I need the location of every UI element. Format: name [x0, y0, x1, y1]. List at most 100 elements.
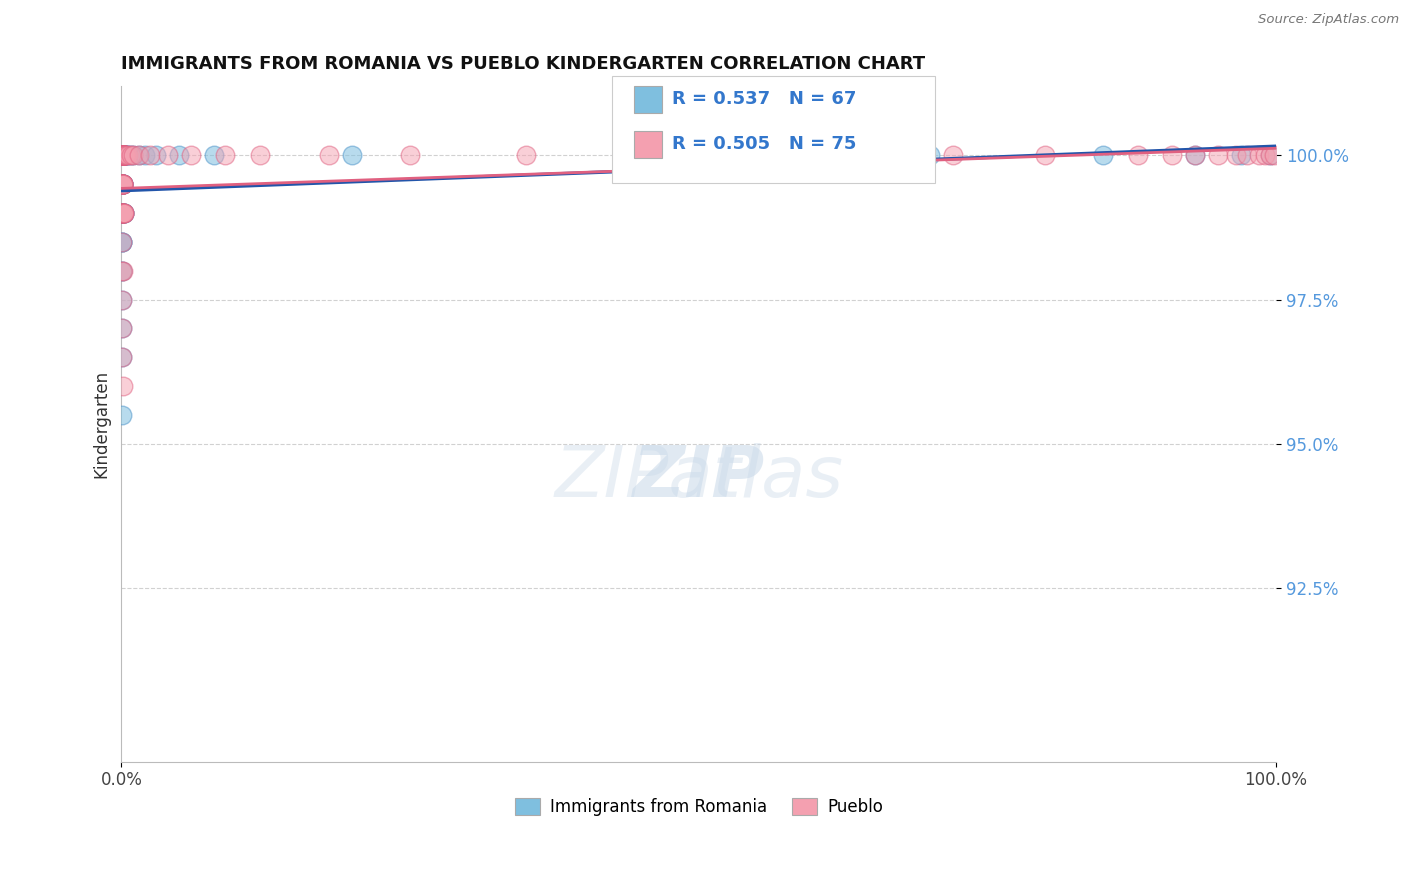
Point: [122, 148, 145, 162]
Point: [111, 293, 134, 307]
Point: [111, 206, 134, 220]
Point: [111, 206, 134, 220]
Point: [1161, 148, 1184, 162]
Point: [134, 148, 156, 162]
Point: [399, 148, 422, 162]
Point: [111, 206, 134, 220]
Point: [111, 177, 134, 191]
Point: [111, 351, 134, 365]
Point: [111, 148, 134, 162]
Point: [112, 148, 135, 162]
Point: [114, 148, 136, 162]
Point: [630, 148, 652, 162]
Point: [1033, 148, 1056, 162]
Point: [111, 148, 134, 162]
Point: [112, 177, 135, 191]
Point: [111, 177, 134, 191]
Point: [112, 206, 135, 220]
Point: [111, 148, 134, 162]
Point: [145, 148, 167, 162]
Point: [111, 206, 134, 220]
Point: [120, 148, 142, 162]
Point: [1225, 148, 1247, 162]
Point: [111, 177, 134, 191]
Point: [1260, 148, 1282, 162]
Point: [918, 148, 941, 162]
Point: [111, 206, 134, 220]
Point: [167, 148, 190, 162]
Point: [1184, 148, 1206, 162]
Text: R = 0.505   N = 75: R = 0.505 N = 75: [672, 136, 856, 153]
Point: [112, 148, 135, 162]
Point: [249, 148, 271, 162]
Point: [112, 148, 135, 162]
Point: [111, 177, 134, 191]
Point: [112, 177, 135, 191]
Point: [111, 206, 134, 220]
Point: [942, 148, 965, 162]
Point: [111, 177, 134, 191]
Point: [114, 148, 136, 162]
Point: [112, 148, 135, 162]
Point: [1236, 148, 1258, 162]
Point: [111, 177, 134, 191]
Point: [111, 148, 134, 162]
Point: [111, 263, 134, 277]
Point: [1247, 148, 1270, 162]
Point: [860, 148, 883, 162]
Point: [111, 148, 134, 162]
Point: [112, 206, 135, 220]
Point: [112, 148, 135, 162]
Point: [112, 148, 135, 162]
Point: [112, 148, 135, 162]
Point: [111, 408, 134, 422]
Point: [112, 148, 135, 162]
Point: [111, 235, 134, 249]
Point: [111, 293, 134, 307]
Point: [1208, 148, 1230, 162]
Point: [128, 148, 150, 162]
Point: [115, 148, 138, 162]
Point: [156, 148, 179, 162]
Point: [112, 148, 135, 162]
Point: [112, 148, 135, 162]
Point: [745, 148, 768, 162]
Text: IMMIGRANTS FROM ROMANIA VS PUEBLO KINDERGARTEN CORRELATION CHART: IMMIGRANTS FROM ROMANIA VS PUEBLO KINDER…: [121, 55, 925, 73]
Point: [1260, 148, 1282, 162]
Point: [139, 148, 162, 162]
Point: [180, 148, 202, 162]
Text: Source: ZipAtlas.com: Source: ZipAtlas.com: [1258, 13, 1399, 27]
Point: [112, 148, 135, 162]
Point: [111, 235, 134, 249]
Point: [112, 148, 135, 162]
Point: [111, 148, 134, 162]
Point: [111, 351, 134, 365]
Point: [111, 321, 134, 335]
Point: [1230, 148, 1253, 162]
Point: [112, 148, 135, 162]
Point: [111, 263, 134, 277]
Point: [1184, 148, 1206, 162]
Point: [111, 177, 134, 191]
Point: [111, 148, 134, 162]
Point: [515, 148, 537, 162]
Point: [114, 148, 136, 162]
Point: [111, 148, 134, 162]
Point: [111, 177, 134, 191]
Point: [112, 206, 135, 220]
Point: [111, 177, 134, 191]
Point: [111, 148, 134, 162]
Point: [112, 148, 135, 162]
Point: [111, 177, 134, 191]
Point: [214, 148, 236, 162]
Point: [112, 148, 135, 162]
Point: [112, 148, 135, 162]
Point: [111, 235, 134, 249]
Point: [111, 148, 134, 162]
Point: [114, 148, 136, 162]
Point: [111, 263, 134, 277]
Point: [112, 206, 135, 220]
Point: [111, 206, 134, 220]
Point: [111, 177, 134, 191]
Point: [112, 206, 135, 220]
